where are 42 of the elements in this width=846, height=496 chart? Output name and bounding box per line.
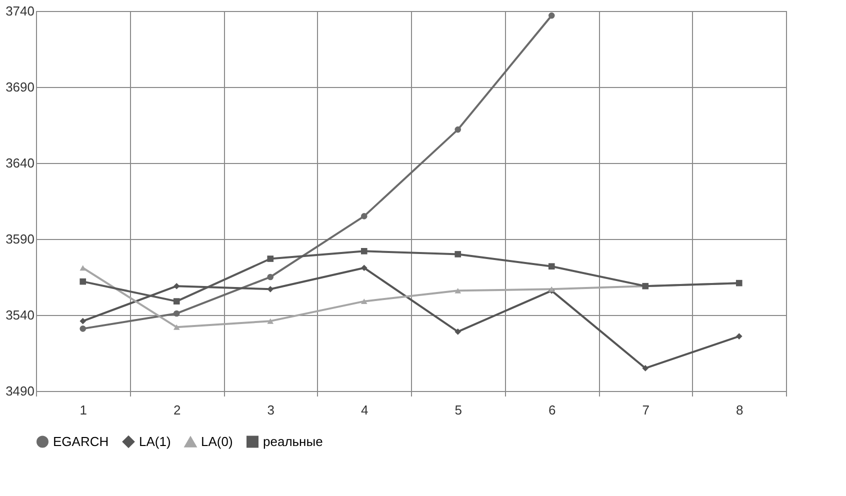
- point: [173, 282, 180, 290]
- x-tick-label: 7: [642, 402, 650, 418]
- legend-label: реальные: [263, 434, 323, 449]
- x-tick-label: 3: [267, 402, 274, 418]
- point: [454, 328, 462, 335]
- point: [454, 288, 462, 294]
- x-tick-label: 8: [736, 402, 744, 418]
- legend-label: LA(1): [139, 434, 171, 449]
- y-tick-label: 3740: [6, 4, 34, 18]
- legend-label: EGARCH: [53, 434, 109, 449]
- point: [360, 298, 368, 304]
- point: [80, 278, 86, 285]
- y-tick-label: 3540: [6, 308, 34, 322]
- point: [80, 326, 86, 332]
- point: [360, 248, 368, 254]
- x-tick-label: 1: [80, 402, 87, 418]
- point: [173, 324, 180, 330]
- point: [454, 251, 462, 258]
- x-tick-label: 2: [174, 402, 181, 418]
- point: [454, 126, 462, 133]
- y-tick-label: 3690: [6, 80, 34, 94]
- point: [80, 318, 86, 324]
- point: [267, 274, 274, 280]
- point: [267, 256, 274, 262]
- x-tick-label: 5: [454, 402, 462, 418]
- legend-label: LA(0): [201, 434, 233, 450]
- point: [360, 213, 368, 220]
- y-tick-label: 3640: [6, 156, 34, 170]
- point: [267, 318, 274, 324]
- y-tick-label: 3590: [6, 232, 34, 246]
- point: [642, 365, 649, 372]
- point: [173, 310, 180, 317]
- point: [360, 264, 368, 272]
- point: [548, 12, 555, 19]
- point: [267, 286, 274, 292]
- y-tick-label: 3490: [6, 384, 34, 398]
- point: [736, 333, 742, 340]
- point: [548, 263, 555, 270]
- point: [80, 265, 86, 271]
- x-tick-label: 6: [548, 402, 556, 418]
- x-tick-label: 4: [361, 402, 368, 418]
- point: [173, 298, 180, 304]
